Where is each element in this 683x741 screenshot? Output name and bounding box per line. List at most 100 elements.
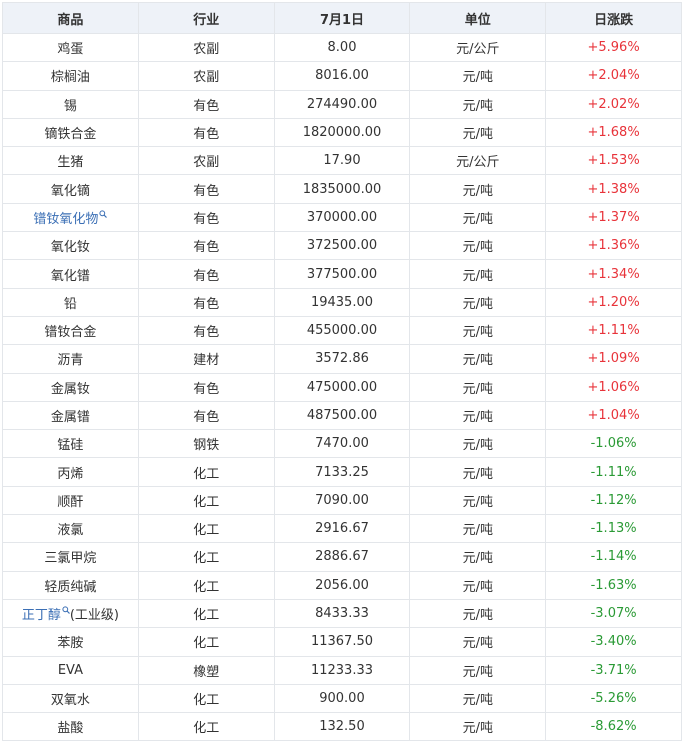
column-header: 行业 xyxy=(137,2,275,34)
table-row: 氧化镝 有色 1835000.00 元/吨 +1.38% xyxy=(2,174,682,204)
cell: 鸡蛋 xyxy=(2,32,139,63)
cell: -1.63% xyxy=(545,570,682,600)
cell: 元/吨 xyxy=(409,400,547,431)
cell: 氧化钕 xyxy=(2,231,139,261)
cell: 370000.00 xyxy=(273,202,411,233)
cell: 农副 xyxy=(137,32,275,63)
cell: 农副 xyxy=(137,61,275,91)
cell: -8.62% xyxy=(545,712,682,741)
cell: 氧化镝 xyxy=(2,174,139,204)
cell: +1.11% xyxy=(545,315,682,346)
cell: -3.71% xyxy=(545,655,682,685)
cell: 900.00 xyxy=(273,683,411,714)
table-row: 液氯 化工 2916.67 元/吨 -1.13% xyxy=(2,514,682,544)
cell: +1.53% xyxy=(545,146,682,176)
column-header: 7月1日 xyxy=(273,2,411,34)
cell: EVA xyxy=(2,655,139,685)
cell: 8016.00 xyxy=(273,61,411,91)
table-row: 氧化镨 有色 377500.00 元/吨 +1.34% xyxy=(2,259,682,289)
table-row: 沥青 建材 3572.86 元/吨 +1.09% xyxy=(2,344,682,374)
cell: 化工 xyxy=(137,485,275,516)
cell: 有色 xyxy=(137,287,275,317)
commodity-link[interactable]: 镨钕氧化物 xyxy=(33,211,99,227)
cell: 475000.00 xyxy=(273,372,411,402)
cell: 132.50 xyxy=(273,712,411,741)
cell: +2.04% xyxy=(545,61,682,91)
cell: 橡塑 xyxy=(137,655,275,685)
cell: +1.20% xyxy=(545,287,682,317)
cell: 元/公斤 xyxy=(409,146,547,176)
cell: 盐酸 xyxy=(2,712,139,741)
cell: 金属镨 xyxy=(2,400,139,431)
cell: 双氧水 xyxy=(2,683,139,714)
cell: 3572.86 xyxy=(273,344,411,374)
cell: +1.68% xyxy=(545,117,682,148)
cell: 化工 xyxy=(137,457,275,487)
cell: 元/吨 xyxy=(409,598,547,629)
table-body: 鸡蛋 农副 8.00 元/公斤 +5.96% 棕榈油 农副 8016.00 元/吨 +2.04% 锡… xyxy=(2,32,682,741)
cell-text: (工业级) xyxy=(69,608,119,624)
cell: 372500.00 xyxy=(273,231,411,261)
table-row: 双氧水 化工 900.00 元/吨 -5.26% xyxy=(2,683,682,714)
table-row: 镨钕合金 有色 455000.00 元/吨 +1.11% xyxy=(2,315,682,346)
cell: 氧化镨 xyxy=(2,259,139,289)
table-row: 棕榈油 农副 8016.00 元/吨 +2.04% xyxy=(2,61,682,91)
column-header: 日涨跌 xyxy=(545,2,682,34)
cell: -1.12% xyxy=(545,485,682,516)
table-row: EVA 橡塑 11233.33 元/吨 -3.71% xyxy=(2,655,682,685)
cell: 19435.00 xyxy=(273,287,411,317)
table-row: 轻质纯碱 化工 2056.00 元/吨 -1.63% xyxy=(2,570,682,600)
table-row: 镝铁合金 有色 1820000.00 元/吨 +1.68% xyxy=(2,117,682,148)
table-row: 正丁醇 (工业级) 化工 8433.33 元/吨 -3.07% xyxy=(2,598,682,629)
cell: 2056.00 xyxy=(273,570,411,600)
cell: 化工 xyxy=(137,683,275,714)
cell: 2916.67 xyxy=(273,514,411,544)
cell: 487500.00 xyxy=(273,400,411,431)
cell: 元/吨 xyxy=(409,315,547,346)
table-row: 金属镨 有色 487500.00 元/吨 +1.04% xyxy=(2,400,682,431)
cell: 钢铁 xyxy=(137,429,275,459)
table-row: 金属钕 有色 475000.00 元/吨 +1.06% xyxy=(2,372,682,402)
search-icon[interactable] xyxy=(62,606,70,614)
cell: 有色 xyxy=(137,315,275,346)
cell: 元/吨 xyxy=(409,174,547,204)
cell: 镨钕氧化物 xyxy=(2,202,139,233)
cell: 11367.50 xyxy=(273,627,411,657)
cell: 8.00 xyxy=(273,32,411,63)
cell: -1.13% xyxy=(545,514,682,544)
cell: 元/吨 xyxy=(409,259,547,289)
cell: 苯胺 xyxy=(2,627,139,657)
cell: 元/吨 xyxy=(409,655,547,685)
cell: 化工 xyxy=(137,542,275,572)
cell: 有色 xyxy=(137,202,275,233)
cell: 元/公斤 xyxy=(409,32,547,63)
table-row: 生猪 农副 17.90 元/公斤 +1.53% xyxy=(2,146,682,176)
cell: -1.14% xyxy=(545,542,682,572)
cell: 液氯 xyxy=(2,514,139,544)
cell: 8433.33 xyxy=(273,598,411,629)
cell: 沥青 xyxy=(2,344,139,374)
cell: -1.11% xyxy=(545,457,682,487)
search-icon[interactable] xyxy=(99,209,108,218)
cell: 镝铁合金 xyxy=(2,117,139,148)
table-row: 顺酐 化工 7090.00 元/吨 -1.12% xyxy=(2,485,682,516)
cell: 有色 xyxy=(137,231,275,261)
cell: 农副 xyxy=(137,146,275,176)
cell: 锡 xyxy=(2,89,139,119)
cell: 377500.00 xyxy=(273,259,411,289)
table-row: 铅有色 19435.00 元/吨 +1.20% xyxy=(2,287,682,317)
cell: 7090.00 xyxy=(273,485,411,516)
cell: 元/吨 xyxy=(409,117,547,148)
cell: 化工 xyxy=(137,627,275,657)
cell: +2.02% xyxy=(545,89,682,119)
cell: 丙烯 xyxy=(2,457,139,487)
cell: 有色 xyxy=(137,400,275,431)
cell: 化工 xyxy=(137,570,275,600)
cell: +1.09% xyxy=(545,344,682,374)
cell: 有色 xyxy=(137,174,275,204)
column-header: 单位 xyxy=(409,2,547,34)
cell: 有色 xyxy=(137,117,275,148)
commodity-link[interactable]: 正丁醇 xyxy=(21,608,61,624)
